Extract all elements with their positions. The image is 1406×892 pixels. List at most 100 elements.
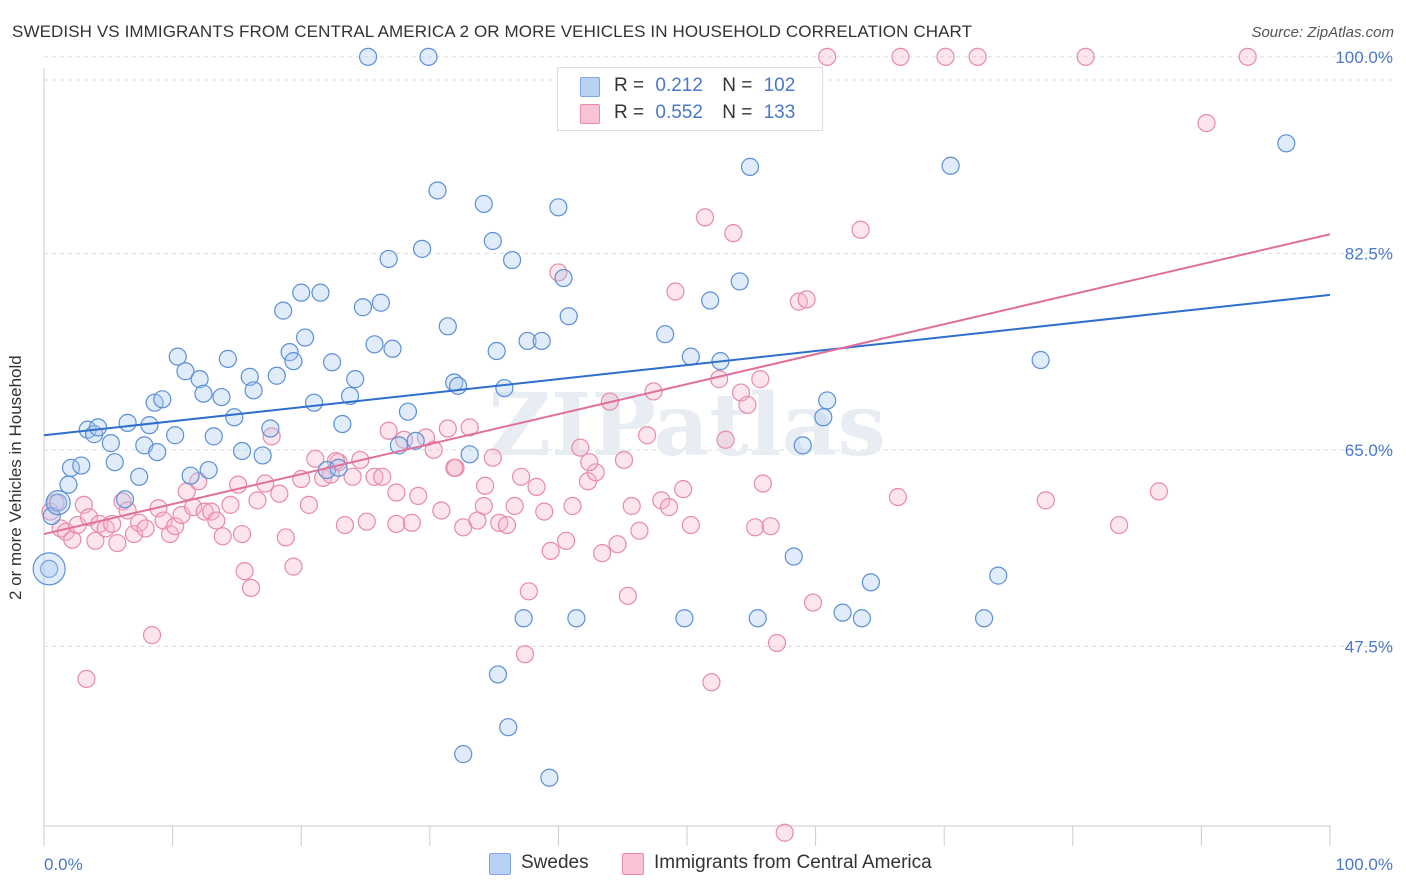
data-point bbox=[88, 418, 108, 437]
data-point bbox=[412, 239, 432, 258]
data-point bbox=[306, 449, 325, 468]
data-point bbox=[202, 502, 221, 521]
data-point bbox=[77, 669, 96, 689]
data-point bbox=[1036, 491, 1055, 510]
data-point bbox=[448, 376, 468, 395]
data-point bbox=[891, 47, 910, 66]
data-point bbox=[115, 490, 135, 509]
data-point bbox=[213, 527, 232, 546]
data-point bbox=[748, 609, 767, 628]
data-point bbox=[527, 477, 546, 496]
data-point bbox=[322, 353, 342, 372]
x-tick-label: 0.0% bbox=[44, 855, 83, 874]
data-point bbox=[218, 349, 237, 368]
data-point bbox=[142, 626, 162, 645]
data-point bbox=[454, 745, 473, 764]
data-point bbox=[379, 421, 398, 440]
data-point bbox=[567, 609, 586, 628]
data-point bbox=[438, 419, 457, 438]
data-point bbox=[497, 515, 517, 535]
data-point bbox=[751, 370, 770, 389]
data-point bbox=[199, 460, 218, 480]
data-point bbox=[284, 352, 303, 371]
data-point bbox=[365, 467, 384, 486]
data-point bbox=[105, 453, 124, 472]
data-point bbox=[941, 156, 960, 175]
data-point bbox=[638, 426, 657, 445]
data-point bbox=[724, 224, 743, 243]
data-point bbox=[519, 582, 538, 601]
data-point bbox=[503, 250, 522, 270]
central-america-swatch bbox=[580, 104, 600, 124]
data-point bbox=[124, 524, 144, 544]
data-point bbox=[681, 515, 700, 535]
data-point bbox=[261, 419, 280, 438]
n-value: 102 bbox=[763, 75, 796, 96]
data-point bbox=[659, 498, 679, 517]
data-point bbox=[512, 467, 531, 486]
data-point bbox=[292, 283, 311, 302]
data-point bbox=[118, 413, 137, 432]
data-point bbox=[571, 438, 590, 457]
data-point bbox=[814, 408, 833, 427]
data-point bbox=[514, 609, 533, 628]
data-point bbox=[304, 393, 324, 412]
data-point bbox=[767, 633, 787, 653]
data-point bbox=[460, 418, 479, 437]
data-point bbox=[557, 531, 576, 550]
data-point bbox=[108, 533, 127, 553]
data-point bbox=[580, 453, 599, 472]
data-point bbox=[652, 491, 671, 510]
data-point bbox=[346, 370, 365, 389]
data-point bbox=[614, 450, 634, 470]
data-point bbox=[622, 496, 641, 516]
data-point bbox=[311, 283, 330, 302]
data-point bbox=[409, 486, 428, 505]
data-point bbox=[398, 402, 418, 421]
x-tick-label: 100.0% bbox=[1335, 855, 1393, 874]
data-point bbox=[532, 331, 551, 351]
data-point bbox=[241, 578, 261, 598]
trend-line-swedes bbox=[43, 293, 1331, 437]
legend-label: Swedes bbox=[521, 852, 589, 873]
data-point bbox=[483, 448, 502, 467]
data-point bbox=[387, 483, 406, 502]
data-point bbox=[549, 198, 568, 217]
data-point bbox=[424, 440, 443, 459]
data-point bbox=[221, 495, 240, 514]
r-label: R = bbox=[614, 75, 645, 96]
central-america-swatch bbox=[622, 853, 644, 875]
data-point bbox=[371, 293, 391, 312]
trend-line-central-america bbox=[43, 233, 1331, 536]
data-point bbox=[740, 157, 760, 176]
data-point bbox=[797, 290, 816, 309]
data-point bbox=[535, 502, 554, 521]
data-point bbox=[775, 823, 794, 842]
data-point bbox=[974, 609, 994, 628]
y-tick-label: 100.0% bbox=[1335, 48, 1393, 67]
data-point bbox=[710, 370, 729, 389]
r-label: R = bbox=[614, 102, 645, 123]
data-point bbox=[475, 476, 495, 495]
data-point bbox=[746, 518, 765, 537]
legend-label: Immigrants from Central America bbox=[654, 852, 932, 873]
data-point bbox=[833, 603, 852, 622]
data-point bbox=[190, 370, 209, 389]
data-point bbox=[225, 408, 244, 427]
y-axis-label: 2 or more Vehicles in Household bbox=[6, 355, 25, 600]
data-point bbox=[267, 366, 286, 385]
data-point bbox=[240, 367, 259, 386]
data-point bbox=[559, 307, 578, 326]
data-point bbox=[1238, 47, 1257, 66]
correlation-legend: R = 0.212 N = 102 R = 0.552 N = 133 bbox=[557, 67, 823, 131]
data-point bbox=[818, 47, 837, 66]
data-point bbox=[738, 395, 757, 415]
data-point bbox=[204, 427, 223, 446]
data-point bbox=[495, 378, 514, 398]
data-point bbox=[716, 430, 735, 449]
data-point bbox=[406, 431, 425, 450]
data-point bbox=[861, 573, 880, 592]
data-point bbox=[730, 272, 749, 291]
data-point bbox=[295, 328, 315, 347]
data-point bbox=[675, 609, 694, 628]
